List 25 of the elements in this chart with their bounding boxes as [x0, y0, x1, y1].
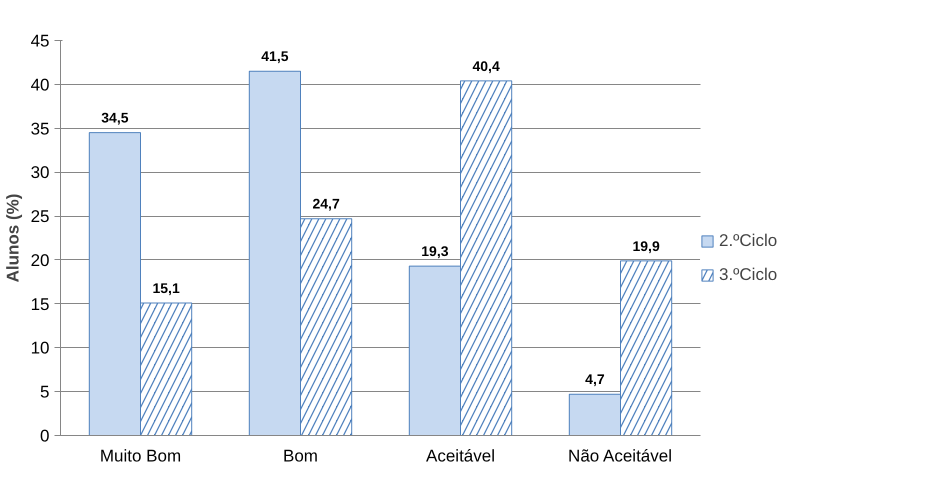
data-label: 24,7 — [312, 196, 340, 212]
data-label: 41,5 — [261, 48, 289, 64]
data-label: 4,7 — [585, 371, 605, 388]
y-tick-label: 0 — [40, 426, 50, 446]
y-tick-label: 15 — [30, 294, 50, 314]
legend-label: 2.ºCiclo — [719, 231, 778, 251]
y-tick-label: 5 — [40, 382, 50, 402]
y-axis-title: Alunos (%) — [4, 194, 23, 282]
y-tick-label: 35 — [30, 119, 50, 138]
data-label: 34,5 — [101, 110, 129, 126]
y-tick-label: 45 — [30, 32, 50, 50]
y-tick-label: 40 — [30, 75, 50, 94]
y-tick-label: 25 — [30, 207, 50, 226]
x-tick-label: Não Aceitável — [568, 446, 672, 466]
data-label: 19,3 — [421, 243, 449, 260]
y-tick-label: 30 — [30, 163, 50, 182]
x-tick-label: Muito Bom — [100, 446, 182, 466]
data-label: 40,4 — [472, 58, 500, 74]
data-label: 19,9 — [632, 238, 660, 254]
x-tick-label: Aceitável — [426, 446, 495, 466]
legend-label: 3.ºCiclo — [719, 265, 778, 285]
y-tick-label: 10 — [30, 338, 50, 358]
x-tick-label: Bom — [283, 446, 318, 466]
y-tick-label: 20 — [30, 250, 50, 270]
data-label: 15,1 — [152, 280, 180, 296]
